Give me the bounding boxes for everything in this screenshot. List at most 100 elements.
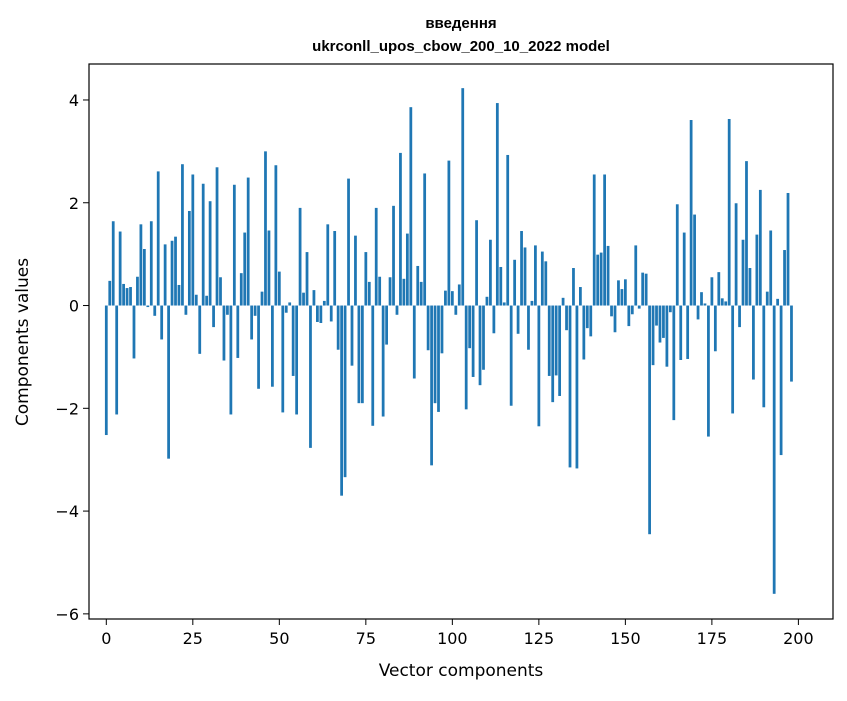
bar [267,230,271,306]
bar [412,305,416,379]
bar [675,204,679,306]
bar [156,171,160,306]
bar [181,164,184,306]
bar [111,221,115,306]
bar [336,305,340,350]
x-tick-label: 25 [183,629,203,648]
bar [741,239,745,306]
bar [731,305,735,414]
x-tick-label: 50 [269,629,289,648]
bar [478,305,482,386]
bar [592,174,596,306]
bar [115,305,119,415]
x-axis-label: Vector components [379,661,544,681]
bar [527,305,530,350]
bar [274,165,278,306]
bar [222,305,226,361]
bar [471,305,475,377]
bar [430,305,433,466]
bar [610,305,613,317]
bar [748,268,752,306]
bar [603,174,606,306]
bar [163,244,167,306]
y-tick-label: −6 [55,605,79,624]
bar [713,305,717,352]
bar [350,305,354,366]
bar [682,232,686,306]
y-axis-label: Components values [13,258,33,426]
bar [316,305,319,322]
bar [461,88,465,306]
bar [769,230,773,306]
bar [492,305,496,334]
bar [260,291,264,306]
bar [208,201,212,306]
bar [205,295,209,306]
bar [585,305,589,329]
bars-group [104,88,793,594]
bar [219,277,222,306]
bar [696,305,700,320]
bar [655,305,658,326]
bar [322,300,326,306]
bar [253,305,257,316]
bar [239,273,243,306]
bar [679,305,683,360]
bar [693,214,696,306]
bar [710,277,714,306]
bar [374,207,378,306]
bar [468,305,472,349]
bar [388,277,392,306]
chart-title-line-1: введення [425,15,496,32]
bar [464,305,468,410]
bar [333,231,337,306]
bar [312,290,316,306]
bar [606,245,610,306]
bar [264,151,267,306]
bar [582,305,586,360]
bar [790,305,793,382]
bar [450,291,454,306]
bar [108,280,112,306]
bar [700,292,703,306]
bar [371,305,375,426]
bar [509,305,513,406]
bar [347,178,350,306]
bar [433,305,437,404]
bar [752,305,755,380]
bar [482,305,485,370]
bar [686,305,690,359]
bar [658,305,662,343]
bar [738,305,741,328]
bar [142,249,146,306]
bar [343,305,347,478]
bar [648,305,651,535]
bar [426,305,430,351]
bar [187,210,191,306]
bar [707,305,710,437]
bar [340,305,343,496]
bar [579,287,582,306]
bar [651,305,655,366]
bar [783,250,786,306]
bar [392,205,395,306]
bar [589,305,593,337]
bar [599,252,603,306]
bar [668,305,672,313]
bar [530,300,534,306]
bar [295,305,299,415]
bar [305,252,309,306]
bar [329,305,333,322]
bar [644,273,648,306]
bar [201,183,205,306]
bar [779,305,783,456]
bar [284,305,288,313]
bar [620,289,624,306]
bar [385,305,388,345]
bar [170,240,174,306]
bar [558,305,562,396]
bar [554,305,558,376]
bar [727,118,731,306]
bar [544,261,548,306]
